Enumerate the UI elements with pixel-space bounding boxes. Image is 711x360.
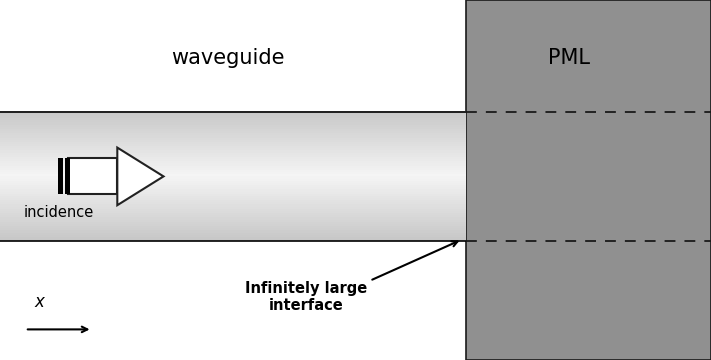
Bar (0, 139, 466, 142)
Bar (68, 158, 117, 194)
Bar (0, 113, 466, 116)
Bar (0, 161, 466, 163)
Bar (0, 234, 466, 237)
Bar (0, 158, 466, 161)
Bar (0, 206, 466, 209)
Bar (0, 156, 466, 159)
Bar (0, 197, 466, 200)
Bar (0, 232, 466, 235)
Bar (0, 212, 466, 215)
Bar (0, 143, 466, 146)
Bar (0, 228, 466, 230)
Bar (0, 230, 466, 233)
Bar (0, 154, 466, 157)
Bar (0, 221, 466, 224)
Bar (0, 130, 466, 133)
Bar (0, 186, 466, 189)
Bar (0, 204, 466, 207)
Text: x: x (34, 293, 44, 311)
Bar (0, 210, 466, 213)
Bar (0, 215, 466, 217)
Bar (0, 128, 466, 131)
Bar (0, 184, 466, 187)
Bar (0, 132, 466, 135)
Bar (0, 145, 466, 148)
Bar (0, 126, 466, 129)
Bar (0, 111, 466, 114)
Bar (0, 225, 466, 228)
Bar (0, 124, 466, 127)
Bar (0, 141, 466, 144)
Bar (0, 191, 466, 194)
Bar (0, 208, 466, 211)
Bar (0, 148, 466, 150)
Bar (0, 199, 466, 202)
Bar (0, 169, 466, 172)
Bar (0, 115, 466, 118)
Bar (0, 180, 466, 183)
Text: PML: PML (547, 48, 590, 68)
Bar (0, 117, 466, 120)
Bar (0, 202, 466, 204)
Bar (0, 163, 466, 166)
Bar (0, 165, 466, 168)
Bar (0, 122, 466, 125)
Bar (0, 238, 466, 241)
Bar (0, 189, 466, 192)
Bar (0, 195, 466, 198)
Bar (0, 223, 466, 226)
Bar (0, 178, 466, 181)
Bar (0, 137, 466, 140)
Bar (0, 236, 466, 239)
Bar (0, 150, 466, 153)
Bar (0, 176, 466, 179)
Bar (0, 120, 466, 122)
Text: incidence: incidence (23, 205, 93, 220)
Bar (0, 135, 466, 138)
Bar (58, 158, 63, 194)
Text: Infinitely large
interface: Infinitely large interface (245, 281, 367, 313)
Polygon shape (117, 148, 164, 205)
Bar (466, 0, 711, 360)
Text: waveguide: waveguide (171, 48, 284, 68)
Bar (0, 152, 466, 155)
Bar (65, 158, 70, 194)
Bar (0, 219, 466, 222)
Bar (0, 171, 466, 174)
Bar (0, 217, 466, 220)
Bar (0, 182, 466, 185)
Bar (0, 193, 466, 196)
Bar (0, 174, 466, 176)
Bar (0, 167, 466, 170)
